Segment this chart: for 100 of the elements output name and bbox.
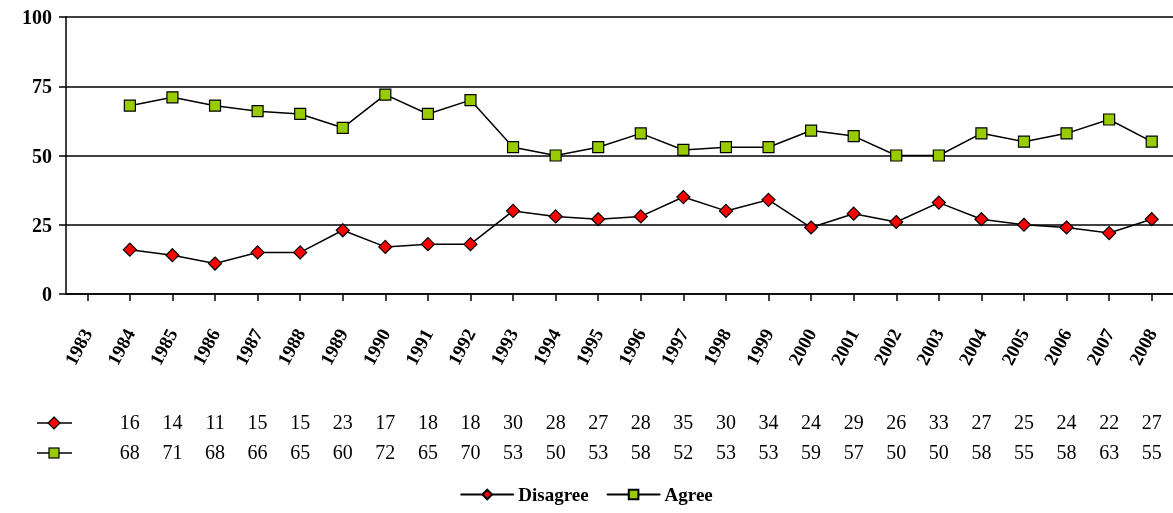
data-label: 14 bbox=[162, 411, 183, 433]
x-tick-label: 2005 bbox=[996, 325, 1034, 369]
data-label: 34 bbox=[758, 411, 779, 433]
data-label: 52 bbox=[673, 441, 694, 463]
data-label: 65 bbox=[290, 441, 311, 463]
x-tick-label: 1991 bbox=[400, 325, 438, 369]
point bbox=[804, 220, 819, 235]
x-tick-label: 1992 bbox=[443, 325, 480, 369]
point bbox=[250, 245, 265, 260]
point bbox=[1016, 217, 1032, 232]
data-label: 16 bbox=[119, 411, 140, 433]
y-tick-label: 100 bbox=[22, 6, 52, 28]
data-label: 59 bbox=[801, 441, 822, 463]
data-label: 27 bbox=[971, 411, 992, 433]
point bbox=[932, 149, 945, 162]
x-tick-label: 1990 bbox=[358, 325, 395, 369]
point bbox=[719, 141, 733, 154]
x-tick-label: 1988 bbox=[273, 325, 310, 369]
x-tick-label: 1993 bbox=[485, 325, 523, 369]
point bbox=[890, 149, 903, 162]
data-label: 60 bbox=[332, 441, 353, 463]
data-label: 28 bbox=[630, 411, 651, 433]
data-label: 15 bbox=[290, 411, 311, 433]
x-tick-label: 2007 bbox=[1082, 324, 1119, 369]
y-tick-label: 75 bbox=[32, 75, 52, 98]
x-tick-label: 1987 bbox=[230, 324, 268, 369]
data-label: 57 bbox=[843, 441, 864, 463]
data-label: 71 bbox=[162, 441, 183, 463]
x-tick-label: 1998 bbox=[698, 325, 736, 369]
y-tick-label: 0 bbox=[42, 283, 52, 305]
data-label: 55 bbox=[1013, 441, 1034, 463]
data-label: 68 bbox=[205, 441, 226, 463]
data-label: 58 bbox=[630, 441, 651, 463]
point bbox=[805, 124, 818, 137]
point bbox=[847, 130, 860, 143]
data-label: 30 bbox=[715, 411, 736, 433]
data-label: 27 bbox=[1141, 411, 1162, 433]
y-tick-label: 50 bbox=[32, 144, 52, 167]
legend-label: Agree bbox=[664, 484, 713, 505]
data-label: 33 bbox=[928, 411, 949, 433]
point bbox=[293, 245, 308, 260]
point bbox=[123, 99, 136, 112]
data-label: 53 bbox=[503, 441, 524, 463]
x-tick-label: 1986 bbox=[187, 325, 225, 369]
data-label: 28 bbox=[545, 411, 566, 433]
point bbox=[1102, 225, 1117, 241]
x-tick-label: 2003 bbox=[911, 325, 949, 369]
point bbox=[761, 192, 776, 207]
data-label: 63 bbox=[1099, 441, 1120, 463]
data-label: 70 bbox=[460, 441, 481, 463]
x-tick-label: 2001 bbox=[826, 325, 863, 369]
data-label: 25 bbox=[1013, 411, 1034, 433]
data-label: 58 bbox=[971, 441, 992, 463]
point bbox=[889, 214, 904, 230]
data-label: 65 bbox=[417, 441, 438, 463]
legend-label: Disagree bbox=[518, 484, 589, 505]
point bbox=[974, 212, 989, 227]
data-label: 15 bbox=[247, 411, 268, 433]
data-label: 18 bbox=[417, 411, 438, 433]
data-label: 27 bbox=[588, 411, 609, 433]
point bbox=[463, 237, 478, 252]
data-label: 72 bbox=[375, 441, 396, 463]
point bbox=[464, 94, 477, 107]
point bbox=[505, 203, 521, 218]
x-tick-label: 2002 bbox=[869, 325, 906, 369]
point bbox=[122, 242, 137, 257]
data-label: 58 bbox=[1056, 441, 1077, 463]
point bbox=[676, 189, 691, 205]
x-tick-label: 1997 bbox=[656, 324, 693, 369]
data-label: 24 bbox=[1056, 411, 1077, 433]
point bbox=[931, 195, 946, 210]
data-label: 23 bbox=[332, 411, 353, 433]
data-label: 35 bbox=[673, 411, 694, 433]
x-tick-label: 1999 bbox=[741, 325, 778, 369]
data-label: 11 bbox=[205, 411, 225, 433]
point bbox=[251, 105, 264, 118]
x-tick-label: 1996 bbox=[613, 325, 651, 369]
point bbox=[336, 121, 349, 134]
point bbox=[1145, 135, 1158, 148]
x-tick-label: 1994 bbox=[528, 324, 566, 369]
point bbox=[846, 206, 861, 221]
data-label: 29 bbox=[843, 411, 864, 433]
point bbox=[548, 209, 563, 224]
point bbox=[208, 99, 222, 112]
point bbox=[335, 223, 350, 238]
data-label: 24 bbox=[801, 411, 822, 433]
data-label: 30 bbox=[503, 411, 524, 433]
x-tick-label: 2008 bbox=[1124, 325, 1161, 369]
point bbox=[1017, 135, 1031, 148]
point bbox=[718, 203, 734, 218]
point bbox=[165, 248, 180, 263]
x-tick-label: 1995 bbox=[571, 325, 608, 369]
data-label: 17 bbox=[375, 411, 396, 433]
data-label: 50 bbox=[545, 441, 566, 463]
data-label: 66 bbox=[247, 441, 268, 463]
point bbox=[166, 91, 179, 104]
x-tick-label: 1983 bbox=[60, 325, 97, 369]
point bbox=[975, 127, 988, 140]
point bbox=[1060, 127, 1073, 140]
point bbox=[1059, 220, 1074, 235]
